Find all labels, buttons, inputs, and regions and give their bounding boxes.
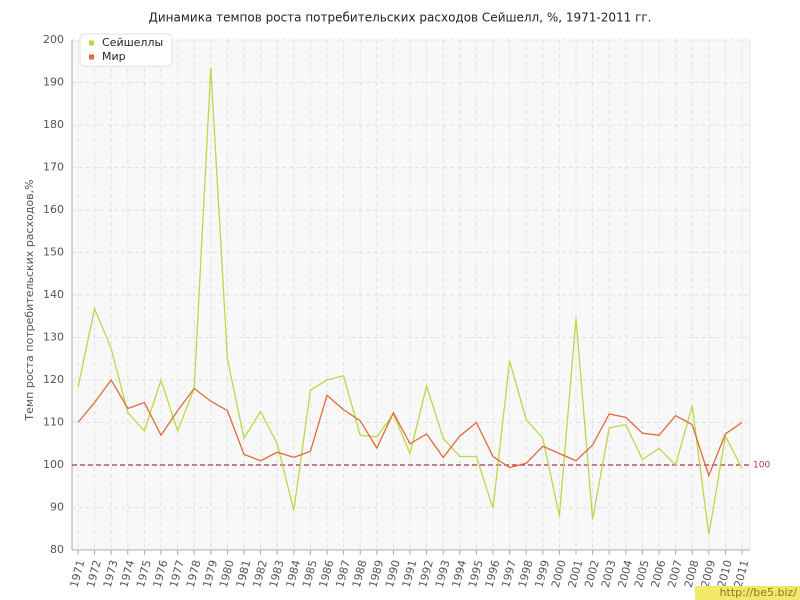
watermark-bg (695, 586, 800, 600)
y-tick-label: 90 (50, 501, 64, 514)
y-tick-label: 170 (43, 161, 64, 174)
y-tick-label: 80 (50, 543, 64, 556)
watermark: http://be5.biz/ (720, 586, 798, 599)
y-tick-label: 100 (43, 458, 64, 471)
series-line (77, 67, 743, 535)
y-tick-label: 200 (43, 33, 64, 46)
y-tick-label: 110 (43, 416, 64, 429)
legend-label: Мир (102, 50, 126, 63)
y-tick-label: 190 (43, 76, 64, 89)
chart-title: Динамика темпов роста потребительских ра… (148, 11, 651, 25)
y-tick-label: 140 (43, 288, 64, 301)
y-tick-label: 180 (43, 118, 64, 131)
series-line (77, 378, 743, 478)
y-tick-label: 150 (43, 246, 64, 259)
y-tick-label: 160 (43, 203, 64, 216)
y-tick-label: 120 (43, 373, 64, 386)
legend-box (79, 33, 173, 67)
legend-marker (89, 40, 94, 46)
y-tick-label: 130 (43, 331, 64, 344)
legend-marker (89, 54, 94, 60)
y-axis-label: Темп роста потребительских расходов,% (23, 179, 36, 421)
x-tick-label: 2011 (732, 559, 752, 589)
reference-label: 100 (753, 461, 770, 471)
legend-label: Сейшеллы (102, 36, 163, 49)
